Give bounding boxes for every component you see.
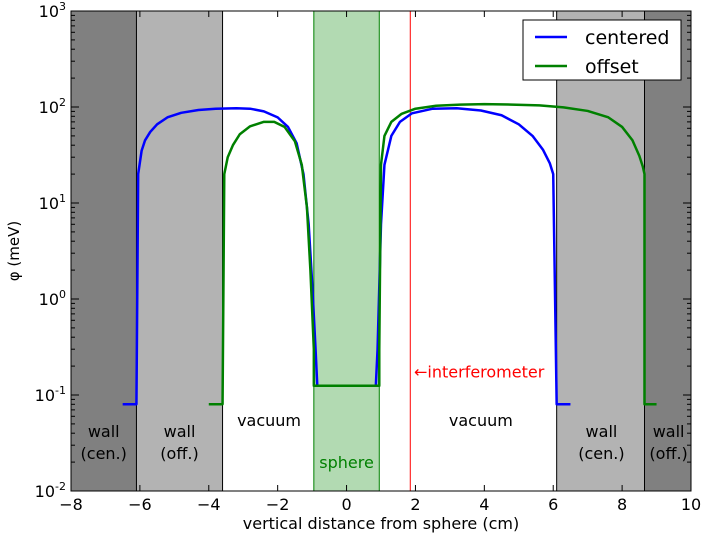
wall-cen-right-line1: wall xyxy=(586,422,618,441)
x-tick-label: −2 xyxy=(266,495,290,514)
y-tick-label: 102 xyxy=(39,96,66,117)
series-line-centered xyxy=(122,107,571,406)
wall-off-left-line1: wall xyxy=(164,422,196,441)
legend-box xyxy=(522,19,682,81)
region-wall-inner-left xyxy=(136,11,223,491)
x-tick-label: −6 xyxy=(128,495,152,514)
x-tick-label: 6 xyxy=(548,495,558,514)
y-tick-label: 100 xyxy=(39,288,66,309)
series-line-offset xyxy=(208,102,657,406)
y-tick-label: 10-1 xyxy=(35,384,66,405)
region-wall-outer-right xyxy=(644,11,691,491)
y-axis-label: φ (meV) xyxy=(5,221,23,281)
x-tick-label: 2 xyxy=(410,495,420,514)
wall-off-right-line1: wall xyxy=(653,422,685,441)
x-tick-label: 4 xyxy=(479,495,489,514)
x-axis-ticks: −8 −6 −4 −2 0 2 4 6 8 10 xyxy=(59,11,701,514)
x-tick-label: −8 xyxy=(59,495,83,514)
wall-cen-right-line2: (cen.) xyxy=(578,444,624,463)
plot-frame xyxy=(70,10,692,492)
y-tick-label: 101 xyxy=(39,192,66,213)
y-tick-label: 103 xyxy=(39,0,66,21)
region-sphere xyxy=(313,11,380,491)
x-tick-label: −4 xyxy=(197,495,221,514)
legend: centered offset xyxy=(522,19,682,81)
x-tick-label: 8 xyxy=(617,495,627,514)
region-wall-outer-left xyxy=(71,11,137,491)
y-tick-label: 10-2 xyxy=(35,480,66,501)
x-tick-label: 10 xyxy=(681,495,701,514)
interferometer-label: ←interferometer xyxy=(414,363,545,382)
x-axis-label: vertical distance from sphere (cm) xyxy=(243,514,519,533)
region-bands xyxy=(71,10,691,492)
y-axis-ticks: 10-2 10-1 100 101 102 103 xyxy=(35,0,691,501)
wall-off-right-line2: (off.) xyxy=(649,444,687,463)
sphere-label: sphere xyxy=(319,453,374,472)
wall-cen-left-line1: wall xyxy=(88,422,120,441)
vacuum-left-label: vacuum xyxy=(237,411,301,430)
region-wall-inner-right xyxy=(556,11,645,491)
region-annotations: wall (cen.) wall (off.) vacuum sphere ←i… xyxy=(81,363,688,472)
vacuum-right-label: vacuum xyxy=(449,411,513,430)
x-tick-label: 0 xyxy=(341,495,351,514)
series-lines xyxy=(122,102,657,406)
legend-label-centered: centered xyxy=(585,27,669,49)
wall-off-left-line2: (off.) xyxy=(160,444,198,463)
legend-label-offset: offset xyxy=(585,56,639,78)
wall-cen-left-line2: (cen.) xyxy=(81,444,127,463)
